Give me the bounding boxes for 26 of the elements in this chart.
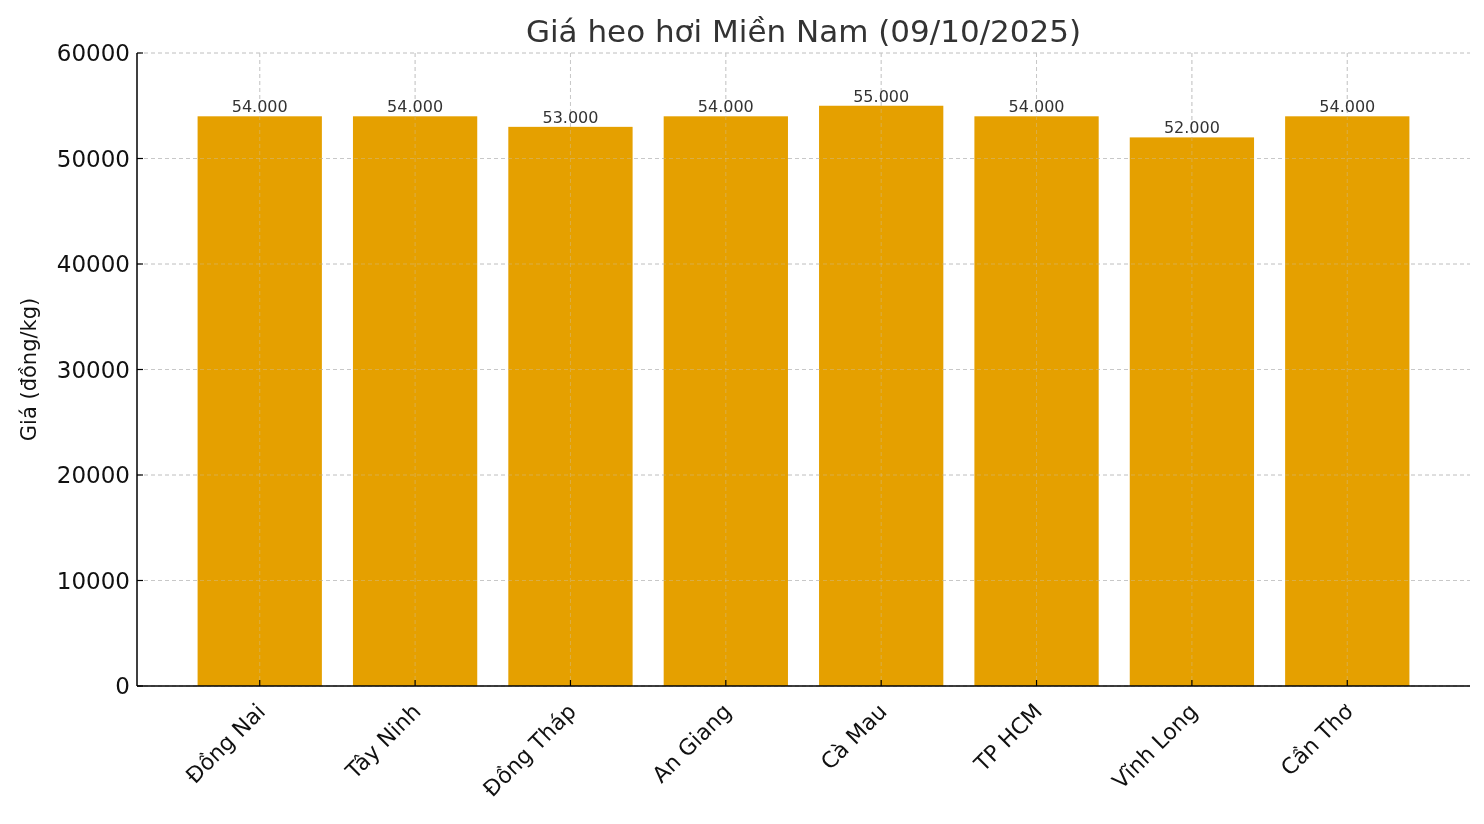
x-tick-label: Cần Thơ (1275, 698, 1359, 781)
bar (1129, 137, 1255, 686)
y-tick-label: 20000 (56, 462, 130, 489)
bar (663, 116, 788, 686)
data-label: 52.000 (1163, 118, 1220, 138)
data-label: 54.000 (387, 97, 444, 117)
chart-title: Giá heo hơi Miền Nam (09/10/2025) (525, 13, 1082, 49)
y-tick-label: 60000 (56, 40, 130, 67)
y-tick-label: 10000 (56, 567, 130, 594)
bar (974, 116, 1099, 686)
y-tick-label: 40000 (56, 251, 130, 278)
data-label: 54.000 (231, 97, 288, 117)
y-tick-label: 0 (115, 673, 130, 700)
y-tick-label: 50000 (56, 145, 130, 172)
bar (819, 105, 944, 686)
data-label: 54.000 (1319, 97, 1376, 117)
data-label: 54.000 (697, 97, 754, 117)
data-label: 53.000 (542, 107, 599, 127)
bar (197, 116, 322, 686)
data-label: 55.000 (853, 86, 910, 106)
bar (352, 116, 478, 686)
bar (508, 126, 633, 686)
bar (1285, 116, 1410, 686)
data-label: 54.000 (1008, 97, 1065, 117)
y-tick-label: 30000 (56, 356, 130, 383)
y-axis-title: Giá (đồng/kg) (17, 297, 41, 442)
